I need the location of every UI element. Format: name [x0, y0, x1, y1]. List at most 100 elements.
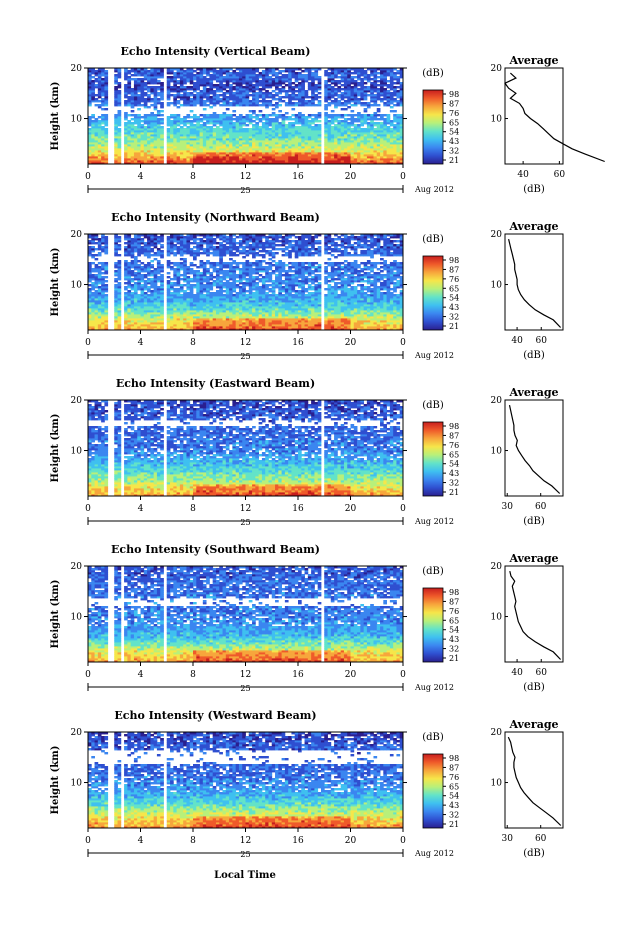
heatmap-cell: [94, 148, 99, 151]
heatmap-cell: [97, 104, 102, 107]
heatmap-cell: [179, 134, 184, 137]
heatmap-cell: [104, 102, 109, 105]
heatmap-cell: [130, 118, 135, 121]
heatmap-cell: [278, 148, 282, 151]
heatmap-cell: [186, 120, 191, 123]
heatmap-cell: [202, 158, 207, 161]
heatmap-cell: [271, 96, 276, 99]
heatmap-cell: [298, 120, 302, 123]
heatmap-cell: [212, 92, 217, 95]
heatmap-cell: [229, 132, 233, 135]
heatmap-cell: [91, 154, 95, 157]
heatmap-cell: [238, 90, 243, 93]
heatmap-cell: [114, 144, 118, 147]
heatmap-cell: [238, 86, 243, 89]
heatmap-cell: [186, 148, 191, 151]
heatmap-cell: [222, 116, 227, 119]
heatmap-cell: [357, 150, 361, 153]
heatmap-cell: [219, 122, 223, 125]
heatmap-cell: [143, 158, 148, 161]
heatmap-cell: [156, 156, 161, 159]
heatmap-cell: [311, 156, 315, 159]
heatmap-cell: [271, 84, 276, 87]
heatmap-cell: [130, 146, 135, 149]
heatmap-cell: [140, 116, 145, 119]
heatmap-cell: [261, 136, 266, 139]
heatmap-cell: [179, 74, 184, 77]
heatmap-cell: [153, 142, 158, 145]
heatmap-cell: [314, 114, 319, 117]
heatmap-cell: [245, 92, 250, 95]
heatmap-cell: [183, 138, 187, 141]
y-tick-label: 20: [71, 64, 83, 74]
heatmap-cell: [124, 126, 128, 129]
heatmap-cell: [291, 138, 296, 141]
heatmap-cell: [150, 98, 155, 101]
heatmap-cell: [304, 152, 309, 155]
heatmap-cell: [271, 80, 276, 83]
heatmap-cell: [225, 120, 230, 123]
heatmap-cell: [219, 138, 223, 141]
heatmap-cell: [301, 94, 305, 97]
heatmap-cell: [347, 114, 351, 117]
heatmap-cell: [370, 122, 374, 125]
heatmap-cell: [225, 100, 230, 103]
heatmap-cell: [252, 124, 256, 127]
heatmap-cell: [133, 80, 138, 83]
heatmap-cell: [133, 88, 138, 91]
heatmap-cell: [317, 136, 322, 139]
heatmap-cell: [278, 138, 282, 141]
heatmap-cell: [357, 154, 361, 157]
heatmap-cell: [160, 120, 164, 123]
heatmap-cell: [88, 118, 92, 121]
heatmap-cell: [101, 126, 105, 129]
heatmap-cell: [357, 162, 361, 165]
heatmap-cell: [202, 128, 207, 131]
heatmap-cell: [94, 124, 99, 127]
heatmap-cell: [288, 160, 292, 163]
heatmap-cell: [386, 150, 391, 153]
heatmap-cell: [212, 112, 217, 115]
heatmap-cell: [396, 134, 401, 137]
heatmap-cell: [268, 160, 273, 163]
heatmap-cell: [114, 126, 118, 129]
heatmap-cell: [229, 130, 233, 133]
heatmap-cell: [353, 88, 358, 91]
heatmap-cell: [330, 140, 335, 143]
heatmap-cell: [261, 134, 266, 137]
heatmap-cell: [389, 82, 394, 85]
heatmap-cell: [222, 100, 227, 103]
heatmap-cell: [268, 76, 273, 79]
heatmap-cell: [238, 158, 243, 161]
heatmap-cell: [101, 140, 105, 143]
heatmap-cell: [91, 144, 95, 147]
heatmap-cell: [153, 144, 158, 147]
heatmap-cell: [160, 122, 164, 125]
heatmap-cell: [389, 78, 394, 81]
heatmap-cell: [376, 94, 381, 97]
heatmap-cell: [88, 144, 92, 147]
heatmap-cell: [193, 94, 197, 97]
heatmap-cell: [183, 98, 187, 101]
heatmap-cell: [343, 92, 348, 95]
heatmap-cell: [196, 100, 200, 103]
heatmap-cell: [248, 110, 253, 113]
heatmap-cell: [373, 102, 378, 105]
heatmap-cell: [242, 116, 246, 119]
heatmap-cell: [179, 84, 184, 87]
heatmap-cell: [232, 122, 237, 125]
heatmap-cell: [399, 152, 404, 155]
heatmap-cell: [147, 148, 151, 151]
heatmap-cell: [261, 78, 266, 81]
heatmap-cell: [380, 126, 384, 129]
heatmap-cell: [219, 146, 223, 149]
heatmap-cell: [215, 156, 220, 159]
heatmap-cell: [360, 78, 365, 81]
heatmap-cell: [91, 88, 95, 91]
heatmap-cell: [330, 114, 335, 117]
heatmap-cell: [193, 132, 197, 135]
heatmap-cell: [347, 162, 351, 165]
heatmap-cell: [301, 90, 305, 93]
heatmap-cell: [363, 82, 368, 85]
heatmap-cell: [298, 128, 302, 131]
